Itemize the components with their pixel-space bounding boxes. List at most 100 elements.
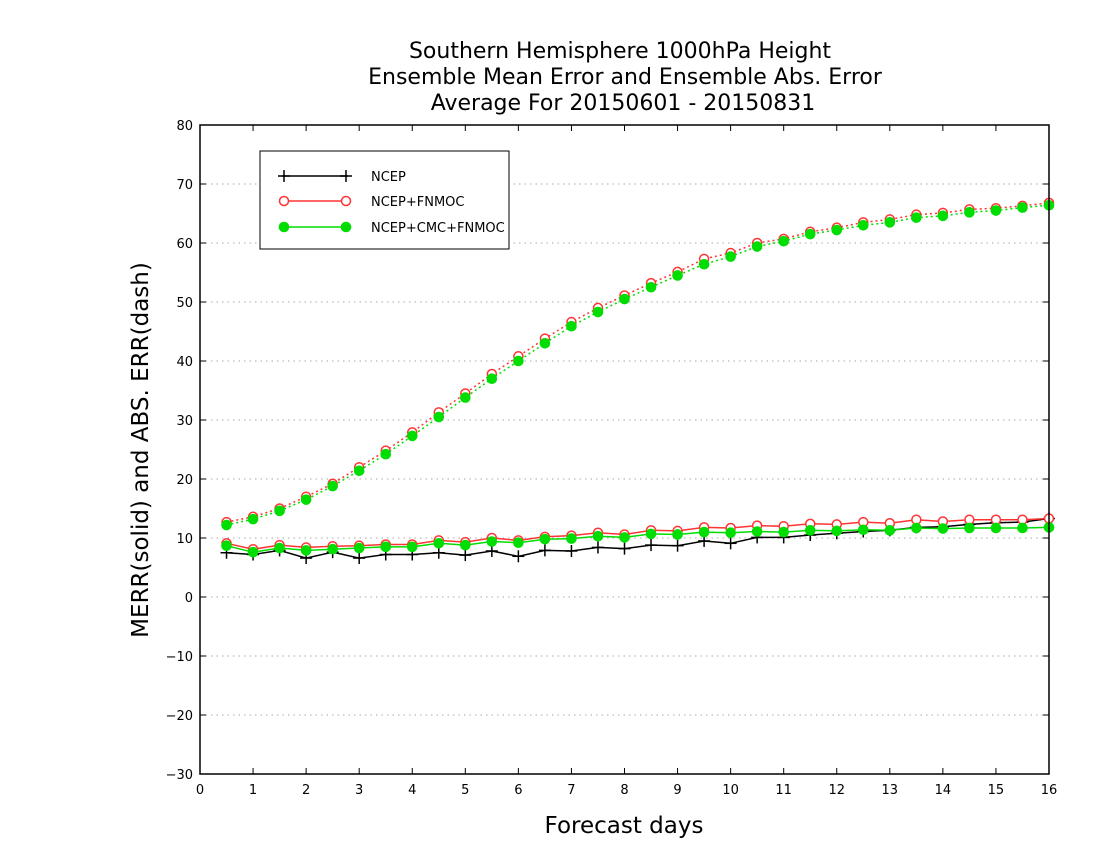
x-tick-label-10: 10 [722, 783, 739, 798]
legend-marker-start-0 [278, 170, 290, 182]
series-2-abserr-point-16 [645, 281, 657, 293]
series-2-merr-line [226, 526, 1050, 553]
series-2-abserr-point-24 [857, 220, 869, 231]
legend-marker-end-1 [340, 195, 352, 207]
y-tick-label-4: 10 [176, 532, 193, 547]
series-0-merr-point-15 [618, 542, 631, 555]
y-tick-label-10: 70 [176, 178, 193, 193]
legend-item-0: NCEP [278, 170, 406, 185]
series-2-abserr-point-12 [539, 338, 551, 349]
series-2-merr-point-6 [380, 541, 392, 553]
series-0-merr-point-10 [485, 544, 498, 557]
series-2-abserr-point-20 [751, 241, 763, 252]
series-2-merr-point-15 [619, 532, 630, 543]
x-tick-label-16: 16 [1041, 783, 1058, 798]
series-0-merr-point-9 [459, 549, 472, 562]
y-tick-label-8: 50 [176, 296, 193, 311]
series-2-abserr-point-11 [513, 355, 524, 367]
series-2-abserr-point-10 [486, 373, 498, 385]
x-tick-label-15: 15 [988, 783, 1005, 798]
series-0-merr-point-17 [671, 539, 684, 552]
series-2-abserr-point-15 [619, 293, 630, 305]
legend-item-2: NCEP+CMC+FNMOC [278, 221, 505, 236]
y-tick-label-2: −10 [166, 650, 193, 665]
series-2-abserr-point-7 [406, 430, 418, 442]
series-2-abserr-point-18 [698, 258, 710, 270]
series-2-merr-point-30 [1017, 522, 1028, 534]
x-tick-label-14: 14 [935, 783, 952, 798]
series-0-merr-point-14 [591, 541, 604, 554]
gridlines [200, 183, 1049, 716]
series-2-abserr-point-25 [884, 217, 896, 228]
series-2-merr-point-23 [831, 525, 843, 537]
series-2-abserr-point-5 [353, 465, 365, 477]
series-2-merr-point-17 [672, 529, 683, 540]
series-2-merr-point-26 [911, 522, 922, 534]
series-2-abserr-point-19 [725, 251, 736, 262]
chart-title-line-2: Ensemble Mean Error and Ensemble Abs. Er… [368, 65, 883, 90]
series-2-merr-point-27 [937, 523, 949, 534]
series-2-merr-point-9 [460, 539, 471, 551]
y-tick-label-0: −30 [166, 768, 193, 783]
series-2-abserr-point-2 [274, 505, 285, 517]
series-2-merr-point-21 [778, 526, 789, 538]
series-0-merr-point-11 [512, 550, 525, 563]
series-2-abserr-point-28 [964, 207, 975, 218]
series-2-abserr-point-30 [1017, 202, 1028, 213]
chart-title: Southern Hemisphere 1000hPa Height Ensem… [368, 39, 883, 116]
series-2-abserr-point-14 [592, 306, 604, 318]
series-2-merr-point-3 [300, 545, 312, 556]
legend-marker-end-0 [340, 170, 352, 182]
series-2-abserr-line [226, 204, 1050, 526]
series-2-abserr-point-29 [990, 205, 1002, 216]
x-tick-label-4: 4 [408, 783, 416, 798]
series-2-abserr-point-0 [221, 519, 232, 531]
series-2-merr-point-16 [645, 528, 657, 540]
y-axis-label: MERR(solid) and ABS. ERR(dash) [128, 262, 154, 638]
series-2-abserr-point-22 [804, 228, 816, 240]
series-2-merr-point-14 [592, 530, 604, 542]
series-2-merr-point-20 [751, 526, 763, 537]
x-tick-label-1: 1 [249, 783, 257, 798]
series-2-abserr [221, 199, 1055, 531]
series-2-abserr-point-6 [380, 448, 392, 460]
series-2-merr-point-8 [433, 538, 445, 549]
series-2-merr-point-19 [725, 527, 736, 538]
series-2-merr-point-4 [327, 543, 338, 555]
series-2-abserr-point-4 [327, 480, 338, 492]
x-tick-label-2: 2 [302, 783, 310, 798]
plot-frame [199, 124, 1050, 775]
series-2-abserr-point-27 [937, 210, 949, 222]
x-tick-label-11: 11 [775, 783, 792, 798]
y-tick-label-3: 0 [185, 591, 193, 606]
y-tick-label-9: 60 [176, 237, 193, 252]
series-2-abserr-point-8 [433, 411, 445, 423]
x-tick-label-3: 3 [355, 783, 363, 798]
legend-marker-end-2 [340, 221, 352, 233]
series-0-merr-point-13 [565, 544, 578, 557]
series-2-merr-point-10 [486, 536, 498, 547]
series-2-merr-point-13 [566, 533, 577, 544]
chart-title-line-3: Average For 20150601 - 20150831 [431, 91, 816, 116]
series-2-merr-point-11 [513, 537, 524, 549]
legend-box [259, 150, 510, 250]
series-layer [220, 197, 1055, 565]
series-2-abserr-point-1 [247, 513, 259, 525]
x-tick-label-7: 7 [567, 783, 575, 798]
legend-marker-start-1 [278, 195, 290, 207]
x-axis-label: Forecast days [545, 813, 704, 839]
series-2-merr-point-0 [221, 540, 232, 551]
series-2-merr-point-1 [247, 546, 259, 558]
y-tick-label-7: 40 [176, 355, 193, 370]
x-tick-label-0: 0 [196, 783, 204, 798]
x-tick-label-9: 9 [673, 783, 681, 798]
series-2-abserr-point-23 [831, 224, 843, 236]
series-2-merr-point-28 [964, 522, 975, 534]
series-2-merr-point-24 [857, 524, 869, 536]
series-2-merr-point-25 [884, 525, 896, 536]
legend-item-1: NCEP+FNMOC [278, 195, 464, 210]
series-2-abserr-point-3 [300, 494, 312, 505]
series-1-abserr-line [226, 202, 1050, 523]
